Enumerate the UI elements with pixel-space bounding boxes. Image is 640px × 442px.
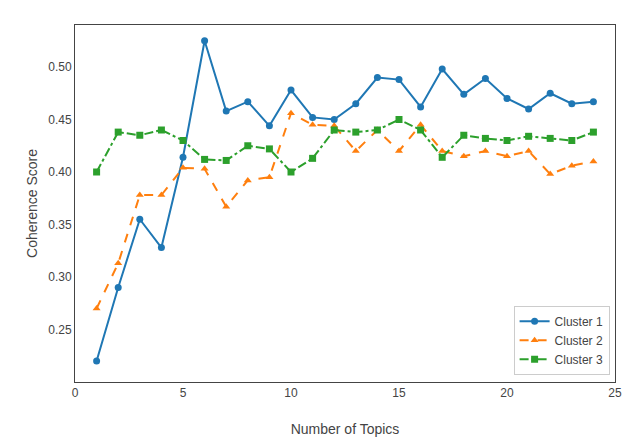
svg-text:5: 5 [180,386,187,400]
svg-text:20: 20 [500,386,514,400]
svg-text:Number of Topics: Number of Topics [291,421,400,437]
svg-text:Coherence Score: Coherence Score [24,149,40,258]
svg-text:Cluster 1: Cluster 1 [555,315,603,329]
svg-text:Cluster 3: Cluster 3 [555,353,603,367]
svg-text:10: 10 [284,386,298,400]
svg-text:0.45: 0.45 [48,113,72,127]
svg-text:0.35: 0.35 [48,218,72,232]
svg-text:0.30: 0.30 [48,270,72,284]
svg-text:25: 25 [608,386,622,400]
svg-text:15: 15 [392,386,406,400]
svg-text:Cluster 2: Cluster 2 [555,334,603,348]
svg-text:0.25: 0.25 [48,323,72,337]
svg-text:0: 0 [72,386,79,400]
svg-text:0.40: 0.40 [48,165,72,179]
svg-text:0.50: 0.50 [48,60,72,74]
